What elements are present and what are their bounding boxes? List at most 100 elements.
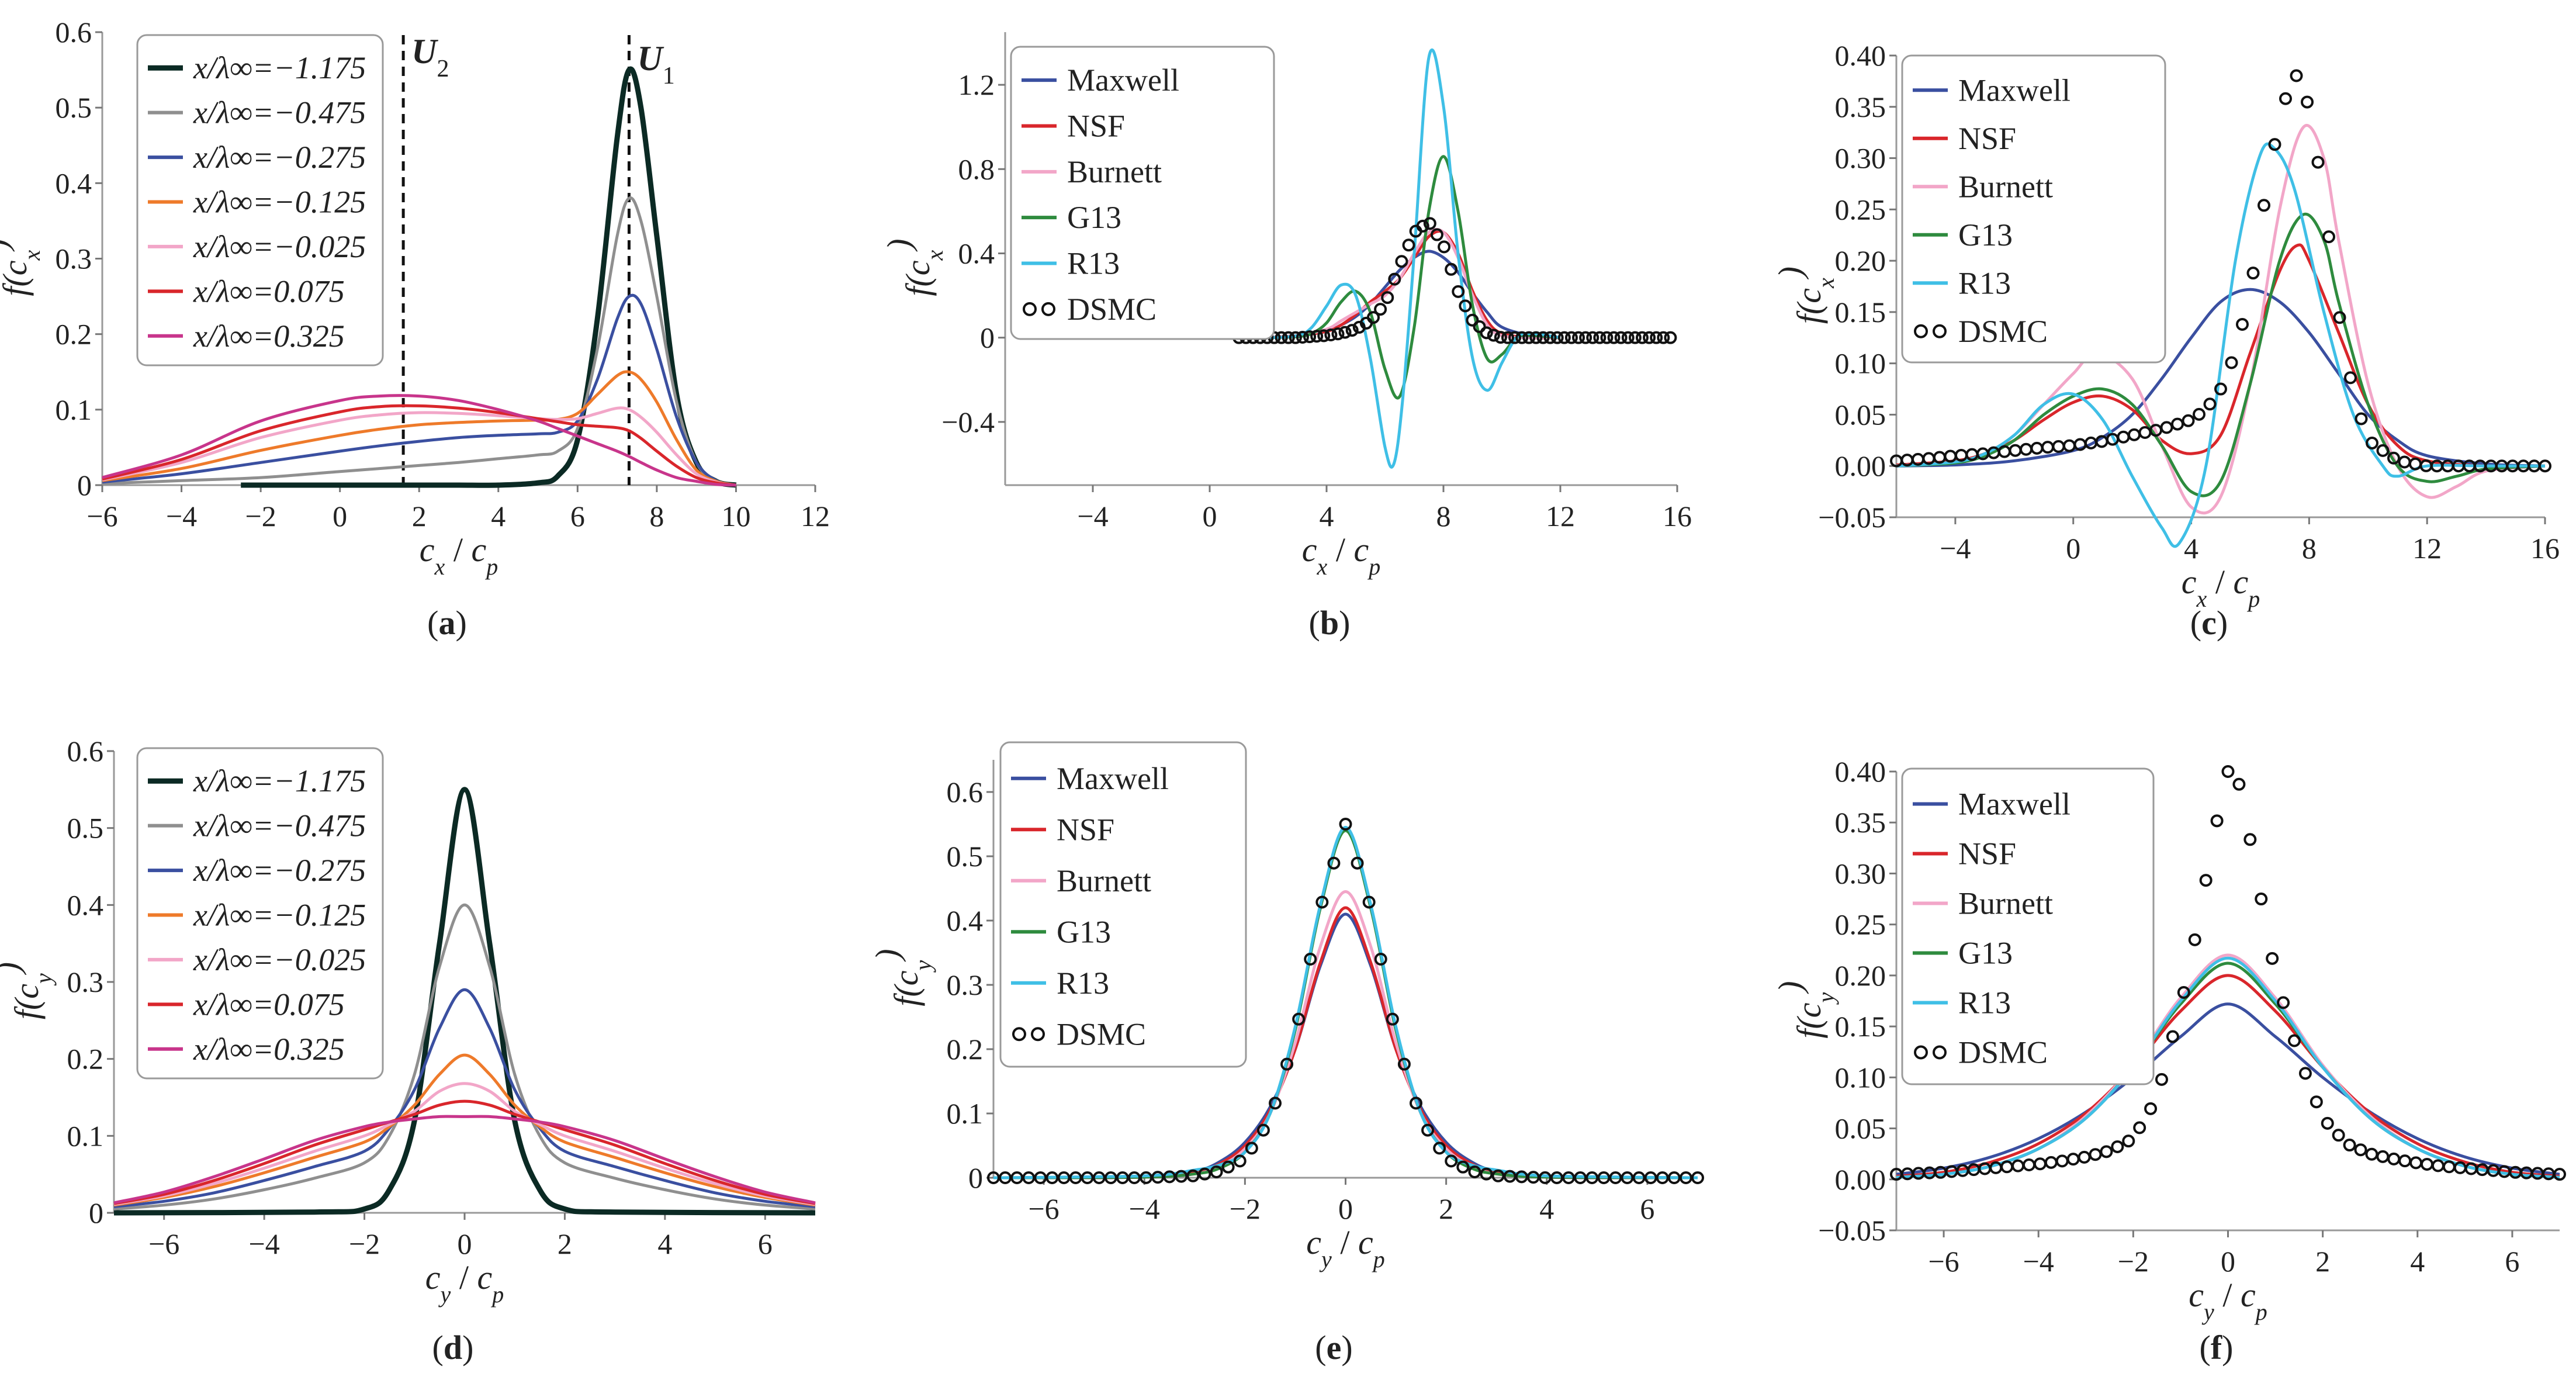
dsmc-point <box>2122 1134 2135 1148</box>
legend-marker <box>1012 1027 1026 1042</box>
x-axis-label: cy / cp <box>425 1258 504 1308</box>
dsmc-point <box>2193 407 2205 421</box>
legend-marker <box>1023 302 1037 316</box>
dsmc-point <box>1667 1171 1681 1184</box>
dsmc-point <box>2066 1153 2080 1166</box>
dsmc-point <box>1331 327 1345 341</box>
dsmc-point <box>1586 331 1599 344</box>
y-tick-label: 0.10 <box>1835 1061 1886 1094</box>
y-tick-label: 0.4 <box>947 904 984 937</box>
dsmc-point <box>1022 1171 1036 1184</box>
dsmc-point <box>2258 199 2270 212</box>
dsmc-point <box>1632 1171 1646 1184</box>
series-line-5 <box>1896 142 2545 548</box>
dsmc-point <box>2442 1160 2456 1174</box>
legend-box <box>1010 46 1275 340</box>
dsmc-point <box>2000 1160 2014 1174</box>
y-tick-label: 0.30 <box>1835 857 1886 890</box>
series-line-5 <box>1896 956 2560 1179</box>
x-tick-label: 2 <box>412 500 427 532</box>
dsmc-point <box>1643 331 1656 344</box>
x-axis-label: cy / cp <box>1306 1223 1384 1272</box>
y-tick-label: 0.05 <box>1835 1112 1886 1145</box>
legend-label: x/λ∞=−0.475 <box>193 808 366 843</box>
dsmc-point <box>1433 1142 1446 1155</box>
dsmc-point <box>1656 1171 1669 1184</box>
dsmc-point <box>1480 1167 1493 1181</box>
dsmc-point <box>2298 1067 2312 1080</box>
series-line-1 <box>241 66 737 488</box>
dsmc-point <box>2322 230 2335 244</box>
x-tick-label: 0 <box>2066 532 2080 565</box>
dsmc-point <box>2354 1143 2367 1157</box>
dsmc-point <box>1636 331 1649 344</box>
legend: Maxwell NSF Burnett G13 R13 DSMC <box>999 741 1247 1068</box>
x-tick-label: −4 <box>166 500 197 532</box>
dsmc-point <box>1456 1160 1470 1174</box>
dsmc-point <box>1430 228 1443 241</box>
legend-label: Burnett <box>1958 169 2053 204</box>
dsmc-point <box>2023 1158 2035 1172</box>
legend-label: x/λ∞=0.325 <box>193 1032 345 1067</box>
y-tick-label: −0.05 <box>1818 1214 1886 1247</box>
dsmc-point <box>2398 1154 2412 1168</box>
dsmc-point <box>2387 1152 2401 1165</box>
series-line-2 <box>102 196 736 487</box>
legend-label: NSF <box>1067 109 1125 144</box>
dsmc-point <box>1410 1097 1422 1110</box>
dsmc-point <box>1304 953 1317 966</box>
legend-marker <box>1031 1027 1045 1042</box>
dsmc-point <box>1367 311 1380 324</box>
y-tick-label: −0.4 <box>941 406 995 438</box>
dsmc-point <box>1092 1171 1106 1184</box>
y-tick-label: 0.6 <box>56 16 92 49</box>
legend: Maxwell NSF Burnett G13 R13 DSMC <box>1010 46 1275 340</box>
dsmc-point <box>1452 285 1465 298</box>
legend-label: Maxwell <box>1958 72 2071 108</box>
dsmc-point <box>2431 1159 2445 1172</box>
dsmc-point <box>1607 331 1621 344</box>
panel-label: (b) <box>1309 604 1351 642</box>
legend-label: R13 <box>1057 966 1109 1001</box>
series-line-1 <box>1896 288 2546 468</box>
dsmc-point <box>1621 331 1635 344</box>
panel-d: −6 −4 −2 0 2 4 6 0 0.1 0.2 0.3 0.4 0.5 0.6 cy / cp f(cy… <box>0 735 816 1367</box>
dsmc-point <box>2311 155 2325 169</box>
x-tick-label: −2 <box>245 500 276 532</box>
x-tick-label: 2 <box>558 1227 572 1260</box>
legend-label: x/λ∞=−0.475 <box>193 95 366 130</box>
dsmc-point <box>2133 1121 2146 1134</box>
dsmc-point <box>2020 442 2033 456</box>
dsmc-point <box>1644 1171 1657 1184</box>
dsmc-point <box>1445 262 1458 276</box>
dsmc-point <box>1691 1171 1704 1184</box>
dsmc-point <box>1388 272 1401 286</box>
legend-box <box>999 741 1247 1068</box>
dsmc-point <box>1491 1169 1505 1182</box>
plot-area <box>987 818 1704 1184</box>
dsmc-point <box>1572 331 1585 344</box>
dsmc-point <box>2232 777 2246 791</box>
x-tick-label: −6 <box>1928 1245 1959 1278</box>
series-line-2 <box>1896 974 2560 1178</box>
dsmc-point <box>2199 874 2213 887</box>
series-dsmc <box>1232 217 1677 344</box>
dsmc-point <box>2160 421 2173 434</box>
legend: x/λ∞=−1.175 x/λ∞=−0.475 x/λ∞=−0.275 x/λ∞=−0… <box>136 34 384 366</box>
x-tick-label: 8 <box>649 500 664 532</box>
dsmc-point <box>2089 1148 2102 1161</box>
dsmc-point <box>2376 1150 2390 1163</box>
dsmc-point <box>1550 1171 1563 1184</box>
dsmc-point <box>1562 1171 1576 1184</box>
dsmc-point <box>2344 371 2357 385</box>
dsmc-point <box>1421 1123 1435 1137</box>
dsmc-point <box>2255 893 2268 906</box>
series-line-4 <box>102 370 736 487</box>
dsmc-point <box>1508 331 1522 344</box>
dsmc-point <box>1600 331 1614 344</box>
dsmc-point <box>1526 1171 1540 1184</box>
dsmc-point <box>1362 895 1376 909</box>
legend-label: G13 <box>1958 217 2013 253</box>
dsmc-point <box>2290 69 2303 82</box>
dsmc-point <box>1303 330 1317 344</box>
